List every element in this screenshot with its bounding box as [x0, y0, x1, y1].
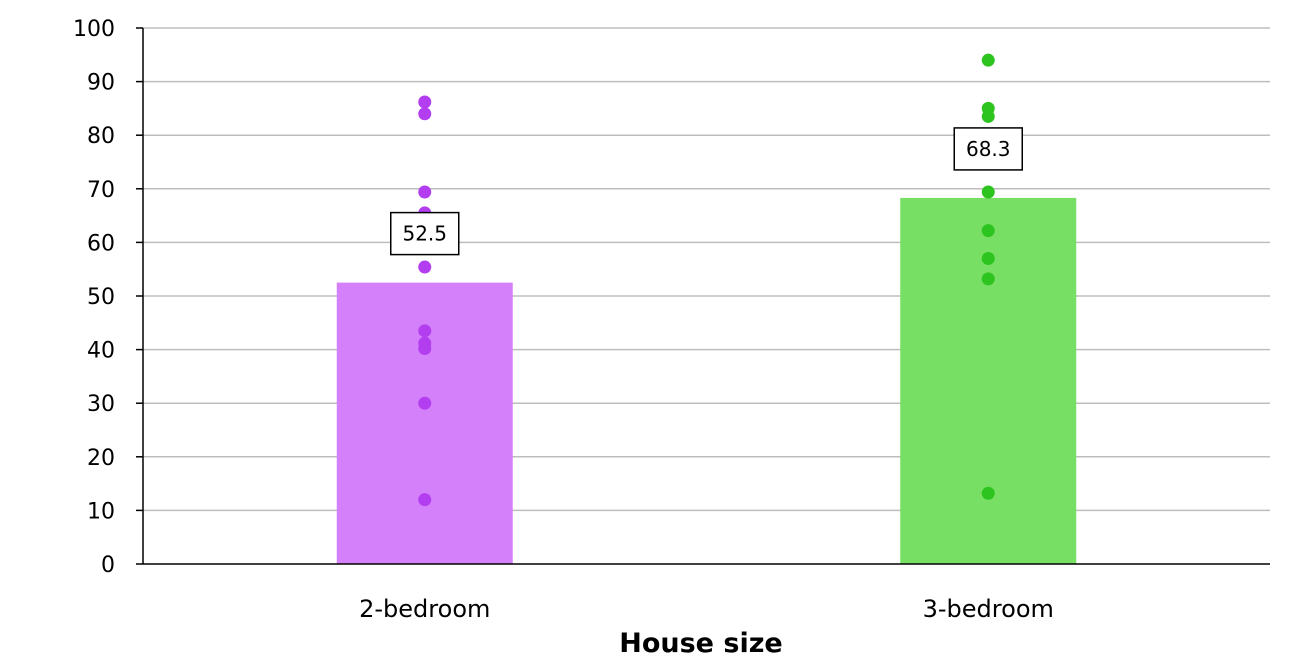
y-tick-label: 90 [87, 71, 115, 96]
data-point [981, 224, 995, 238]
y-tick-label: 100 [73, 17, 115, 42]
data-point [418, 95, 432, 109]
y-tick-label: 70 [87, 178, 115, 203]
value-label-box [953, 127, 1023, 171]
data-point [981, 185, 995, 199]
x-axis-title: House size [619, 628, 783, 659]
y-tick-label: 10 [87, 499, 115, 524]
y-tick-label: 0 [101, 553, 115, 578]
data-point [981, 53, 995, 67]
y-tick-label: 40 [87, 339, 115, 364]
x-tick-label: 2-bedroom [359, 595, 490, 623]
data-point [418, 342, 432, 356]
data-point [418, 493, 432, 507]
data-point [418, 107, 432, 121]
data-point [418, 324, 432, 338]
mean-labels: 52.5 68.3 [390, 127, 1023, 256]
y-tick-label: 80 [87, 124, 115, 149]
data-point [981, 486, 995, 500]
gridlines [143, 27, 1270, 512]
x-tick-label: 3-bedroom [923, 595, 1054, 623]
data-point [981, 109, 995, 123]
data-point [418, 185, 432, 199]
data-points [418, 53, 995, 507]
y-tick-label: 30 [87, 392, 115, 417]
y-tick-label: 60 [87, 231, 115, 256]
value-label-box [390, 211, 460, 256]
data-point [418, 396, 432, 410]
axes: 0 10 20 30 40 50 60 70 80 90 100 2-bedroom 3-bedroom [73, 17, 1270, 623]
data-point [981, 272, 995, 286]
value-label: 52.5 [402, 222, 447, 246]
data-point [981, 251, 995, 265]
y-tick-label: 20 [87, 446, 115, 471]
value-label: 68.3 [966, 137, 1011, 161]
y-tick-label: 50 [87, 285, 115, 310]
data-point [418, 260, 432, 274]
